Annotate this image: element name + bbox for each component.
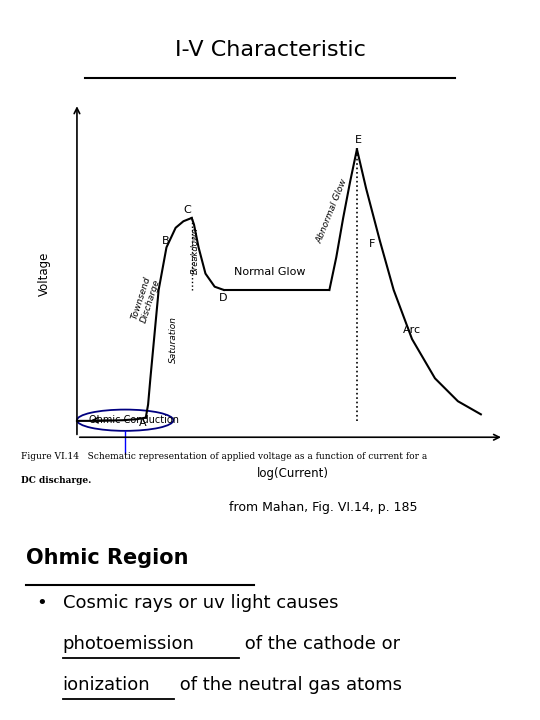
Text: log(Current): log(Current) <box>256 467 329 480</box>
Text: ionization: ionization <box>63 676 150 694</box>
Text: D: D <box>219 294 228 303</box>
Text: Normal Glow: Normal Glow <box>234 267 306 277</box>
Text: DC discharge.: DC discharge. <box>21 477 92 485</box>
Text: Townsend
Discharge: Townsend Discharge <box>130 275 162 324</box>
Text: of the cathode or: of the cathode or <box>239 635 400 653</box>
Text: A: A <box>139 418 146 428</box>
Text: Figure VI.14   Schematic representation of applied voltage as a function of curr: Figure VI.14 Schematic representation of… <box>21 452 428 461</box>
Text: E: E <box>355 135 362 145</box>
Text: of the neutral gas atoms: of the neutral gas atoms <box>174 676 402 694</box>
Text: Ohmic Region: Ohmic Region <box>26 548 189 567</box>
Text: Saturation: Saturation <box>169 315 178 363</box>
Text: Cosmic rays or uv light causes: Cosmic rays or uv light causes <box>63 594 338 612</box>
Text: Ohmic Conduction: Ohmic Conduction <box>89 415 179 426</box>
Text: C: C <box>184 205 191 215</box>
Text: Abnormal Glow: Abnormal Glow <box>315 178 349 245</box>
Text: Voltage: Voltage <box>38 251 51 296</box>
Text: F: F <box>368 240 375 249</box>
Text: from Mahan, Fig. VI.14, p. 185: from Mahan, Fig. VI.14, p. 185 <box>228 501 417 514</box>
Text: I-V Characteristic: I-V Characteristic <box>174 40 366 60</box>
Text: Arc: Arc <box>403 325 421 335</box>
Text: Breakdown: Breakdown <box>191 228 200 274</box>
Text: B: B <box>162 236 170 246</box>
Text: •: • <box>37 594 48 612</box>
Text: photoemission: photoemission <box>63 635 194 653</box>
